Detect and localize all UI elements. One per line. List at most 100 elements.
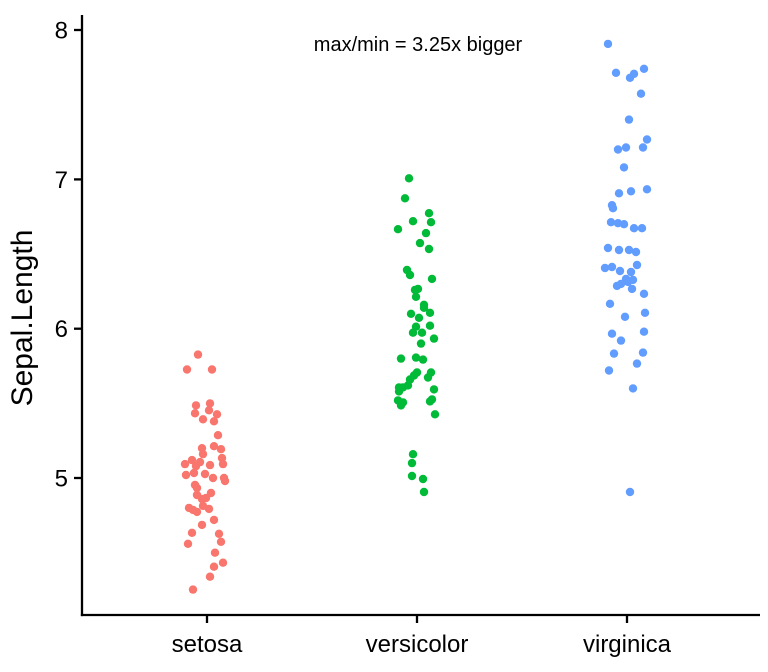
data-point-versicolor [425,321,435,330]
data-point-virginica [603,39,613,49]
data-point-versicolor [419,487,429,497]
data-point-setosa [197,520,207,530]
data-point-versicolor [424,244,434,254]
data-point-virginica [616,336,626,345]
data-point-versicolor [407,458,417,468]
data-point-virginica [625,487,635,497]
data-point-setosa [183,539,193,548]
data-point-setosa [195,457,205,467]
data-point-setosa [216,445,226,454]
data-point-versicolor [425,397,435,406]
data-point-virginica [638,348,648,357]
data-point-setosa [182,365,192,374]
data-point-setosa [210,548,220,557]
data-point-virginica [636,89,646,98]
x-label-versicolor: versicolor [366,631,469,658]
data-point-setosa [207,365,217,374]
data-point-versicolor [405,270,415,280]
data-point-setosa [205,460,215,470]
data-point-virginica [627,284,637,294]
data-point-versicolor [423,373,433,382]
y-axis-title: Sepal.Length [6,230,39,407]
x-label-virginica: virginica [583,631,672,658]
data-point-setosa [216,537,226,546]
data-point-setosa [213,431,223,440]
data-point-virginica [606,218,616,227]
data-point-versicolor [419,303,429,312]
data-point-virginica [614,245,624,255]
data-point-versicolor [418,355,428,364]
data-point-setosa [193,350,203,359]
data-point-virginica [628,275,638,285]
data-point-virginica [613,145,623,154]
y-tick-label-8: 8 [55,18,68,45]
data-point-virginica [616,279,626,289]
data-point-versicolor [411,292,421,301]
y-tick-label-7: 7 [55,167,68,194]
data-point-versicolor [396,354,406,363]
points-layer [180,39,652,594]
data-point-setosa [192,507,202,517]
y-tick-label-6: 6 [55,316,68,343]
data-point-versicolor [411,353,421,362]
data-point-virginica [639,64,649,74]
y-tick-label-5: 5 [55,466,68,493]
data-point-virginica [614,189,624,198]
data-point-setosa [209,515,219,525]
data-point-setosa [209,442,219,451]
data-point-versicolor [396,401,406,410]
data-point-virginica [639,327,649,336]
data-point-setosa [205,572,215,581]
data-point-setosa [214,529,224,538]
data-point-versicolor [429,334,439,343]
data-point-versicolor [426,218,436,227]
data-point-virginica [628,384,638,393]
data-point-setosa [198,449,208,459]
data-point-setosa [184,503,194,513]
data-point-setosa [189,468,199,478]
data-point-versicolor [418,474,428,484]
data-point-virginica [609,349,619,358]
data-point-virginica [642,135,652,144]
data-point-setosa [187,455,197,465]
data-point-versicolor [430,410,440,419]
data-point-virginica [611,68,621,78]
data-point-versicolor [427,274,437,284]
data-point-setosa [201,493,211,503]
data-point-virginica [639,289,649,298]
data-point-versicolor [421,228,431,238]
data-point-virginica [605,299,615,308]
data-point-setosa [192,483,202,493]
data-point-versicolor [409,371,419,380]
annotation-text: max/min = 3.25x bigger [314,34,523,56]
data-point-virginica [620,312,630,321]
data-point-versicolor [415,238,425,248]
data-point-setosa [187,528,197,537]
data-point-virginica [624,115,634,124]
data-point-versicolor [407,471,417,481]
data-point-virginica [604,366,614,375]
data-point-versicolor [417,328,427,337]
data-point-virginica [629,224,639,233]
data-point-versicolor [406,309,416,318]
data-point-setosa [198,415,208,424]
data-point-virginica [619,163,629,172]
data-point-setosa [218,459,228,469]
data-point-virginica [607,262,617,272]
data-point-setosa [192,490,202,500]
data-point-virginica [640,308,650,317]
data-point-versicolor [408,450,418,459]
data-point-virginica [615,266,625,276]
data-point-versicolor [408,217,418,226]
data-point-versicolor [429,385,439,394]
data-point-setosa [204,406,214,415]
data-point-virginica [603,243,613,253]
data-point-versicolor [414,313,424,322]
data-point-setosa [208,473,218,483]
data-point-virginica [637,224,647,233]
data-point-versicolor [424,209,434,218]
data-point-virginica [619,220,629,229]
data-point-setosa [204,504,214,514]
